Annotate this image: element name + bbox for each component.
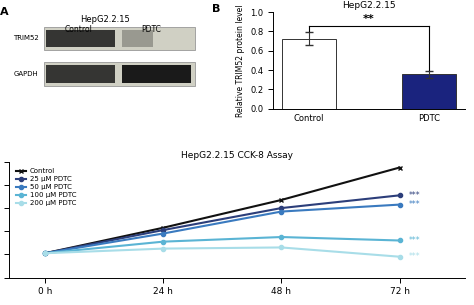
50 μM PDTC [397,203,402,206]
200 μM PDTC [160,247,166,250]
Text: TRIM52: TRIM52 [13,35,39,41]
Line: 200 μM PDTC: 200 μM PDTC [43,245,401,259]
100 μM PDTC [397,239,402,242]
Text: ***: *** [409,200,420,209]
200 μM PDTC [279,246,284,249]
Bar [46,65,115,83]
Title: HepG2.2.15: HepG2.2.15 [342,1,396,10]
Y-axis label: Relative TRIM52 protein level: Relative TRIM52 protein level [236,4,245,117]
200 μM PDTC [42,251,48,255]
Title: HepG2.2.15 CCK-8 Assay: HepG2.2.15 CCK-8 Assay [181,151,293,160]
Control [42,251,48,255]
100 μM PDTC [160,240,166,243]
Bar [44,27,195,50]
100 μM PDTC [279,235,284,239]
50 μM PDTC [279,210,284,213]
Control [279,198,284,202]
Bar [122,65,191,83]
Text: ***: *** [409,191,420,200]
Text: PDTC: PDTC [141,25,161,34]
Line: 100 μM PDTC: 100 μM PDTC [43,235,401,255]
50 μM PDTC [160,232,166,235]
Text: A: A [0,7,9,17]
Bar [122,30,153,47]
Text: ***: *** [409,236,420,245]
Line: 25 μM PDTC: 25 μM PDTC [43,193,401,255]
Bar [44,63,195,85]
Bar [402,74,456,109]
Bar [46,30,115,47]
25 μM PDTC [42,251,48,255]
Line: Control: Control [43,166,401,255]
25 μM PDTC [397,193,402,197]
25 μM PDTC [160,228,166,232]
Control [160,226,166,230]
Bar [282,39,336,109]
50 μM PDTC [42,251,48,255]
Line: 50 μM PDTC: 50 μM PDTC [43,203,401,255]
Text: **: ** [363,14,375,24]
100 μM PDTC [42,251,48,255]
Text: HepG2.2.15: HepG2.2.15 [80,15,130,24]
Text: ***: *** [409,252,420,261]
25 μM PDTC [279,206,284,210]
Control [397,166,402,169]
Text: Control: Control [64,25,92,34]
Text: B: B [212,5,220,14]
Text: GAPDH: GAPDH [13,71,38,77]
200 μM PDTC [397,255,402,259]
Legend: Control, 25 μM PDTC, 50 μM PDTC, 100 μM PDTC, 200 μM PDTC: Control, 25 μM PDTC, 50 μM PDTC, 100 μM … [13,165,79,209]
